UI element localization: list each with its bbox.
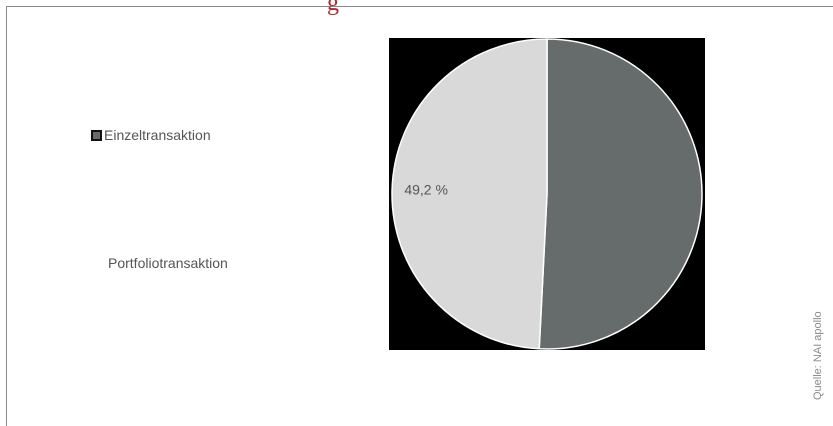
data-label-portfoliotransaktion: 49,2 %: [404, 182, 448, 198]
legend-label-einzeltransaktion: Einzeltransaktion: [104, 127, 211, 143]
pie-slice-portfoliotransaktion: [391, 38, 548, 350]
chart-title: g: [327, 0, 339, 15]
legend-label-portfoliotransaktion: Portfoliotransaktion: [108, 255, 228, 271]
pie-chart: 49,2 %: [391, 38, 703, 350]
legend-item-portfoliotransaktion: Portfoliotransaktion: [108, 255, 228, 271]
chart-frame: g: [6, 0, 833, 426]
legend-item-einzeltransaktion: Einzeltransaktion: [91, 127, 211, 143]
pie-chart-area: 49,2 %: [389, 38, 705, 350]
legend-swatch-einzeltransaktion: [91, 129, 102, 141]
pie-slice-einzeltransaktion: [538, 38, 703, 350]
source-note: Quelle: NAI apollo: [812, 311, 824, 400]
